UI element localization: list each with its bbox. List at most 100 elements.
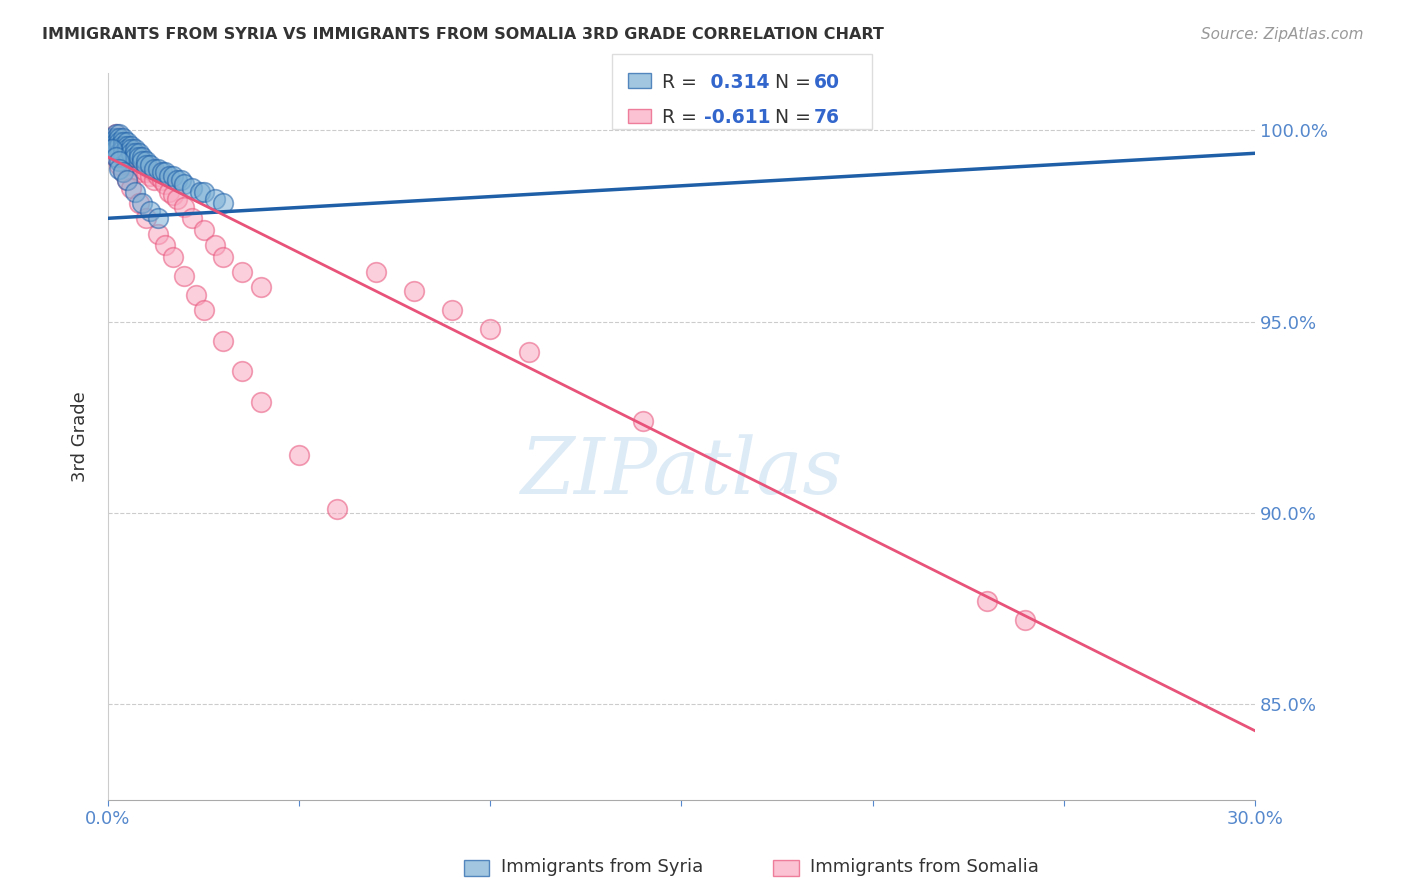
Point — [112, 135, 135, 149]
Point — [188, 185, 211, 199]
Point — [162, 188, 184, 202]
Point — [112, 138, 135, 153]
Point — [631, 414, 654, 428]
Point — [108, 158, 131, 172]
Point — [115, 138, 138, 153]
Text: R =: R = — [662, 109, 703, 128]
Point — [115, 173, 138, 187]
Point — [184, 287, 207, 301]
Point — [169, 173, 191, 187]
Point — [108, 150, 131, 164]
Point — [142, 173, 165, 187]
Point — [155, 165, 177, 179]
Text: R =: R = — [662, 73, 703, 92]
Point — [231, 364, 253, 378]
Point — [104, 143, 127, 157]
Point — [155, 177, 177, 191]
Text: Source: ZipAtlas.com: Source: ZipAtlas.com — [1201, 27, 1364, 42]
Point — [104, 135, 127, 149]
Point — [108, 135, 131, 149]
Point — [112, 138, 135, 153]
Point — [1014, 613, 1036, 627]
Point — [108, 131, 131, 145]
Point — [173, 177, 195, 191]
Point — [112, 150, 135, 164]
Point — [155, 238, 177, 252]
Point — [120, 143, 142, 157]
Text: Immigrants from Somalia: Immigrants from Somalia — [810, 858, 1039, 876]
Point — [211, 334, 233, 348]
Point — [104, 131, 127, 145]
Point — [204, 192, 226, 206]
Point — [115, 146, 138, 161]
Text: N =: N = — [763, 73, 817, 92]
Point — [517, 345, 540, 359]
Point — [128, 196, 150, 211]
Point — [173, 200, 195, 214]
Point — [104, 135, 127, 149]
Point — [131, 150, 153, 164]
Text: 76: 76 — [814, 109, 839, 128]
Point — [112, 150, 135, 164]
Point — [173, 268, 195, 283]
Point — [101, 135, 124, 149]
Point — [128, 150, 150, 164]
Point — [124, 143, 146, 157]
Point — [115, 158, 138, 172]
Point — [146, 169, 169, 184]
Point — [112, 131, 135, 145]
Point — [112, 146, 135, 161]
Text: N =: N = — [763, 109, 817, 128]
Point — [101, 138, 124, 153]
Point — [101, 131, 124, 145]
Point — [193, 185, 215, 199]
Point — [112, 135, 135, 149]
Point — [204, 238, 226, 252]
Point — [139, 169, 162, 184]
Text: -0.611: -0.611 — [704, 109, 770, 128]
Point — [115, 150, 138, 164]
Point — [115, 135, 138, 149]
Point — [124, 158, 146, 172]
Point — [402, 284, 425, 298]
Point — [104, 150, 127, 164]
Point — [124, 146, 146, 161]
Point — [120, 180, 142, 194]
Point — [115, 143, 138, 157]
Point — [101, 135, 124, 149]
Y-axis label: 3rd Grade: 3rd Grade — [72, 391, 89, 482]
Point — [157, 169, 180, 184]
Point — [479, 322, 502, 336]
Point — [128, 165, 150, 179]
Point — [108, 153, 131, 168]
Point — [108, 146, 131, 161]
Point — [101, 143, 124, 157]
Point — [108, 131, 131, 145]
Point — [104, 127, 127, 141]
Point — [131, 196, 153, 211]
Point — [120, 143, 142, 157]
Point — [120, 158, 142, 172]
Point — [364, 265, 387, 279]
Point — [250, 394, 273, 409]
Point — [146, 211, 169, 226]
Text: 60: 60 — [814, 73, 839, 92]
Point — [112, 165, 135, 179]
Point — [142, 161, 165, 176]
Point — [162, 169, 184, 184]
Point — [166, 192, 188, 206]
Text: ZIPatlas: ZIPatlas — [520, 434, 842, 511]
Point — [124, 146, 146, 161]
Point — [231, 265, 253, 279]
Point — [124, 185, 146, 199]
Point — [112, 143, 135, 157]
Point — [120, 146, 142, 161]
Point — [139, 161, 162, 176]
Point — [104, 131, 127, 145]
Point — [193, 223, 215, 237]
Point — [104, 150, 127, 164]
Point — [108, 138, 131, 153]
Text: IMMIGRANTS FROM SYRIA VS IMMIGRANTS FROM SOMALIA 3RD GRADE CORRELATION CHART: IMMIGRANTS FROM SYRIA VS IMMIGRANTS FROM… — [42, 27, 884, 42]
Point — [193, 303, 215, 318]
Point — [115, 173, 138, 187]
